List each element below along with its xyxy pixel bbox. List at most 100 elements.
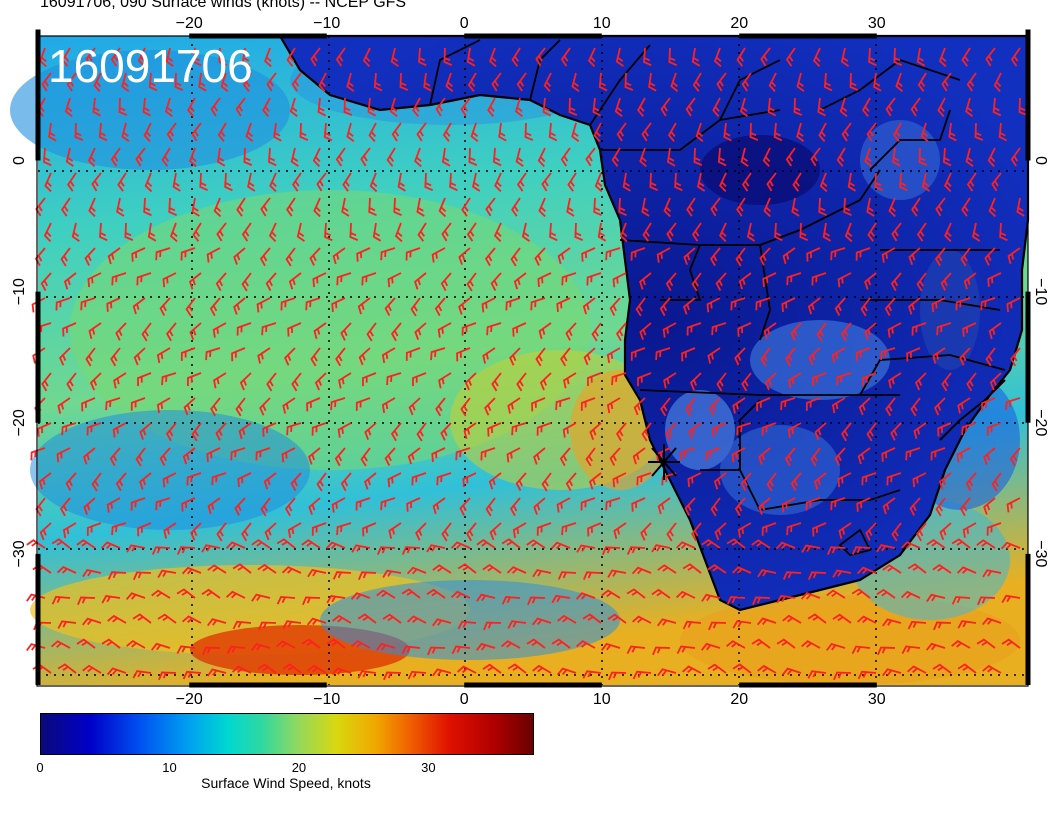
- wind-barb: [556, 297, 571, 313]
- wind-barb: [372, 222, 382, 242]
- wind-barb: [916, 222, 927, 242]
- wind-barb: [85, 347, 96, 367]
- wind-barb: [81, 617, 102, 626]
- wind-barb: [364, 422, 377, 440]
- map-title: 16091706, 090 Surface winds (knots) -- N…: [40, 0, 407, 11]
- wind-barb: [286, 197, 296, 217]
- wind-barb: [388, 522, 402, 539]
- wind-barb: [822, 222, 832, 242]
- wind-barb: [740, 97, 749, 117]
- wind-barb: [885, 97, 896, 117]
- wind-barb: [308, 447, 321, 465]
- wind-barb: [57, 620, 77, 629]
- wind-barb: [407, 615, 427, 624]
- wind-barb: [360, 147, 371, 167]
- wind-barb: [531, 617, 552, 626]
- wind-barb: [505, 297, 521, 311]
- wind-barb: [961, 47, 971, 67]
- colorbar: [40, 713, 534, 755]
- wind-barb: [931, 297, 946, 313]
- wind-barb: [263, 472, 277, 490]
- wind-barb: [736, 422, 752, 436]
- wind-barb: [984, 247, 996, 266]
- wind-barb: [751, 638, 771, 649]
- wind-barb: [235, 97, 246, 117]
- wind-barb: [534, 247, 546, 266]
- wind-barb: [309, 247, 321, 266]
- wind-barb: [607, 613, 627, 624]
- wind-barb: [268, 222, 277, 243]
- wind-barb: [147, 222, 157, 242]
- wind-barb: [310, 347, 321, 367]
- wind-barb: [486, 322, 502, 336]
- wind-barb: [882, 564, 902, 574]
- wind-barb: [101, 638, 121, 649]
- wind-barb: [191, 422, 202, 442]
- wind-barb: [284, 347, 296, 366]
- wind-barb: [259, 247, 271, 267]
- wind-barb: [732, 663, 752, 674]
- wind-barb: [411, 472, 427, 486]
- wind-barb: [481, 297, 496, 313]
- wind-barb: [833, 671, 852, 681]
- wind-barb: [535, 347, 546, 367]
- wind-barb: [914, 372, 927, 391]
- wind-barb: [537, 272, 552, 288]
- wind-barb: [308, 497, 321, 515]
- wind-barb: [907, 665, 927, 674]
- wind-barb: [311, 522, 327, 536]
- wind-barb: [857, 447, 871, 465]
- wind-barb: [663, 372, 677, 389]
- wind-barb: [661, 472, 677, 486]
- wind-barb: [251, 539, 271, 549]
- wind-barb: [643, 47, 652, 67]
- wind-barb: [282, 663, 302, 674]
- wind-barb: [982, 664, 1002, 674]
- wind-barb: [962, 322, 977, 337]
- wind-barb: [337, 422, 352, 438]
- wind-barb: [556, 497, 571, 513]
- wind-barb: [791, 197, 800, 217]
- wind-barb: [143, 197, 152, 217]
- wind-barb: [198, 72, 207, 92]
- station-marker: [648, 444, 680, 480]
- wind-barb: [313, 322, 327, 340]
- wind-barb: [242, 72, 252, 92]
- wind-barb: [324, 222, 333, 242]
- wind-barb: [890, 272, 902, 292]
- wind-barb: [366, 322, 377, 342]
- wind-barb: [247, 172, 256, 192]
- wind-barb: [993, 72, 1002, 93]
- wind-barb: [933, 621, 952, 631]
- wind-barb: [962, 522, 977, 538]
- wind-barb: [239, 372, 252, 391]
- wind-barb: [186, 472, 202, 486]
- wind-barb: [713, 47, 722, 68]
- wind-barb: [501, 596, 521, 605]
- wind-barb: [731, 447, 746, 463]
- wind-barb: [226, 645, 246, 655]
- wind-barb: [489, 47, 497, 68]
- wind-barb: [181, 497, 196, 512]
- wind-barb: [310, 47, 321, 67]
- wind-barb: [691, 222, 702, 242]
- wind-barb: [336, 522, 352, 536]
- wind-barb: [346, 72, 355, 92]
- wind-barb: [516, 372, 527, 392]
- wind-barb: [781, 667, 802, 676]
- wind-barb: [490, 272, 502, 291]
- wind-barb: [406, 566, 427, 575]
- wind-barb: [91, 472, 102, 492]
- wind-barb: [571, 72, 580, 92]
- wind-barb: [131, 247, 146, 262]
- wind-barbs: [26, 47, 1028, 681]
- wind-barb: [681, 347, 696, 362]
- wind-barb: [188, 272, 202, 290]
- wind-barb: [437, 322, 452, 338]
- wind-barb: [415, 522, 427, 541]
- wind-barb: [449, 172, 458, 192]
- wind-barb: [41, 372, 52, 392]
- wind-barb: [943, 172, 952, 193]
- wind-barb: [782, 571, 802, 580]
